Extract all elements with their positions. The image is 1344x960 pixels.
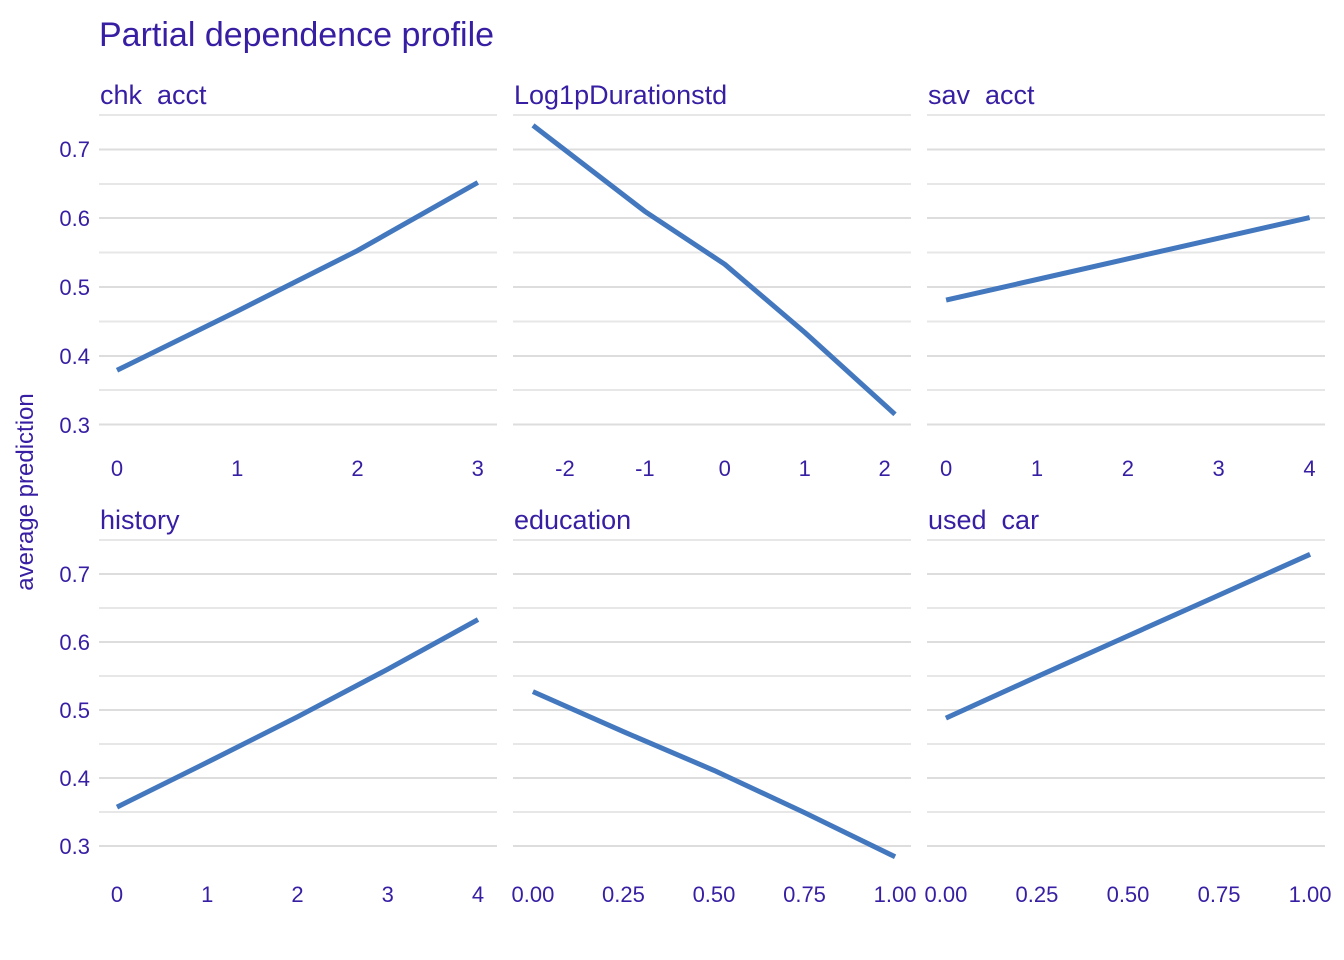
x-tick-label: 2	[878, 456, 891, 481]
x-tick-label: 4	[1303, 456, 1316, 481]
panel-plot	[927, 114, 1325, 426]
x-tick-label: 0.00	[511, 882, 555, 907]
x-tick-label: 1	[1030, 456, 1044, 481]
x-tick-label: 0.25	[602, 882, 645, 907]
pdp-line	[531, 689, 897, 860]
y-tick-label: 0.7	[59, 137, 90, 163]
panel-plot	[513, 539, 911, 860]
x-tick-label: 0	[718, 456, 731, 481]
x-tick-label: 1.00	[873, 882, 917, 907]
x-tick-label: 0.50	[692, 882, 736, 907]
y-tick-label: 0.3	[59, 412, 90, 438]
y-tick-label: 0.7	[59, 562, 90, 588]
x-tick-label: 0.75	[1197, 882, 1241, 907]
y-tick-label: 0.4	[59, 765, 90, 791]
x-tick-label: 4	[471, 882, 485, 907]
y-tick-label: 0.3	[59, 833, 90, 859]
panel-plot	[99, 114, 497, 426]
panel-plot	[927, 539, 1325, 847]
pdp-line	[944, 552, 1312, 721]
x-tick-label: 0.50	[1106, 882, 1150, 907]
x-tick-label: 3	[471, 456, 484, 481]
y-tick-label: 0.6	[59, 206, 90, 232]
x-tick-label: 0.75	[783, 882, 826, 907]
facet-strip-label: sav acct	[928, 80, 1035, 110]
x-tick-label: 3	[381, 882, 394, 907]
x-tick-label: 0.00	[924, 882, 968, 907]
x-tick-label: 0	[110, 456, 124, 481]
facet-strip-label: education	[514, 505, 632, 535]
x-tick-label: 1.00	[1288, 882, 1332, 907]
y-tick-label: 0.6	[59, 629, 90, 655]
panel-plot	[513, 114, 911, 426]
y-tick-label: 0.5	[59, 697, 90, 723]
x-tick-label: 0	[110, 882, 124, 907]
facet-strip-label: used car	[928, 505, 1040, 535]
x-tick-label: 1	[231, 456, 244, 481]
pdp-line	[115, 180, 480, 373]
panel-plot	[99, 539, 497, 847]
y-tick-label: 0.4	[59, 343, 90, 369]
x-tick-label: -2	[555, 456, 575, 481]
chart-title: Partial dependence profile	[99, 16, 495, 54]
facet-strip-label: history	[100, 505, 180, 535]
x-tick-label: 2	[291, 882, 304, 907]
pdp-line	[531, 123, 897, 417]
facet-strip-label: chk acct	[100, 80, 207, 110]
x-tick-label: 0	[939, 456, 953, 481]
facet-strip-label: Log1pDurationstd	[514, 80, 728, 110]
x-tick-label: 0.25	[1015, 882, 1059, 907]
x-tick-label: 2	[1121, 456, 1134, 481]
pdp-line	[115, 617, 480, 810]
x-tick-label: 3	[1212, 456, 1225, 481]
y-tick-label: 0.5	[59, 275, 90, 301]
pdp-line	[945, 215, 1311, 303]
x-tick-label: 1	[798, 456, 811, 481]
x-tick-label: 1	[201, 882, 214, 907]
x-tick-label: 2	[351, 456, 364, 481]
x-tick-label: -1	[635, 456, 655, 481]
